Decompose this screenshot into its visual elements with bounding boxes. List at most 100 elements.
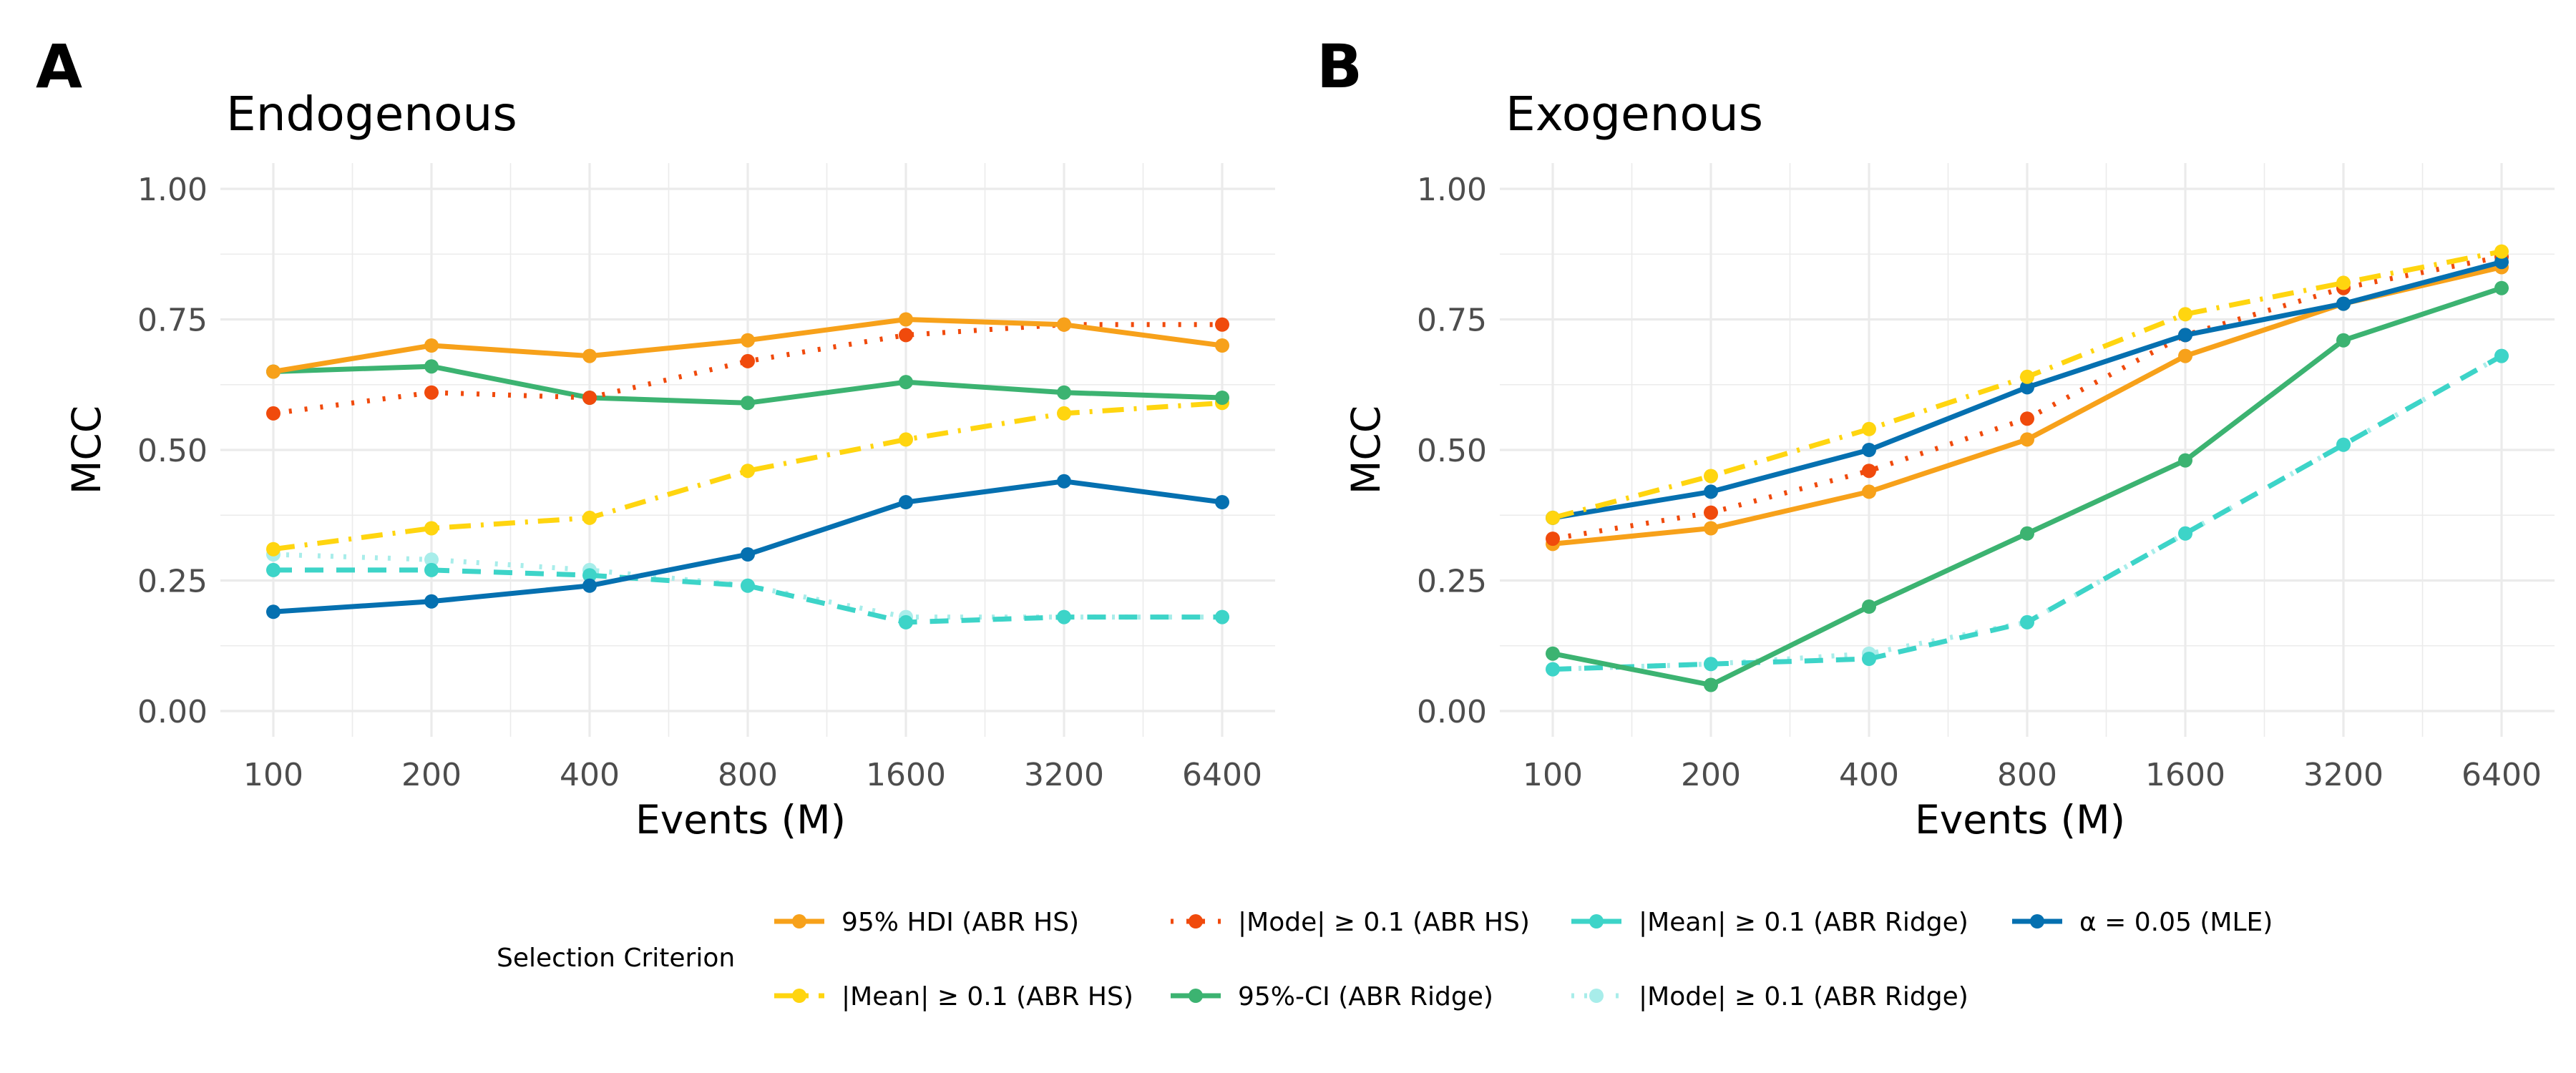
- panel-a: 100 200 400 800 1600 3200 6400 0.00 0.25 0.50 0.75…: [36, 31, 1275, 843]
- x-tick-label-800: 800: [718, 757, 778, 793]
- y-tick-label-0-50: 0.50: [1417, 433, 1487, 469]
- y-tick-label-0-50: 0.50: [137, 433, 208, 469]
- data-point: [2336, 437, 2351, 452]
- x-tick-label-400: 400: [560, 757, 620, 793]
- data-point: [1862, 464, 1876, 479]
- data-point: [424, 359, 439, 374]
- legend-label: α = 0.05 (MLE): [2079, 908, 2273, 937]
- data-point: [741, 333, 755, 348]
- data-point: [1057, 406, 1071, 421]
- panel-tag: A: [36, 31, 82, 102]
- data-point: [2336, 333, 2351, 348]
- legend-label: |Mean| ≥ 0.1 (ABR Ridge): [1639, 908, 1968, 937]
- data-point: [424, 594, 439, 609]
- legend-title: Selection Criterion: [497, 944, 735, 973]
- x-tick-label-800: 800: [1997, 757, 2057, 793]
- data-point: [2178, 526, 2192, 541]
- data-point: [1057, 474, 1071, 489]
- data-point: [1546, 646, 1560, 661]
- series-mle: [1546, 255, 2509, 525]
- data-point: [582, 568, 597, 583]
- data-point: [1215, 338, 1229, 353]
- data-point: [2020, 432, 2034, 447]
- legend-label: |Mode| ≥ 0.1 (ABR Ridge): [1639, 982, 1968, 1011]
- y-axis-title: MCC: [64, 406, 109, 494]
- data-point: [424, 521, 439, 536]
- legend-item-mode-ridge: |Mode| ≥ 0.1 (ABR Ridge): [1571, 982, 1968, 1011]
- data-point: [266, 364, 280, 379]
- data-point: [1704, 657, 1718, 672]
- x-tick-label-3200: 3200: [1024, 757, 1104, 793]
- data-point: [2020, 526, 2034, 541]
- legend-key-point: [1189, 989, 1203, 1003]
- y-tick-label-0-25: 0.25: [137, 564, 208, 600]
- data-point: [2020, 380, 2034, 395]
- data-point: [2020, 411, 2034, 426]
- data-point: [2494, 280, 2509, 295]
- data-point: [424, 338, 439, 353]
- legend-item-mean-hs: |Mean| ≥ 0.1 (ABR HS): [774, 982, 1133, 1011]
- data-point: [1057, 385, 1071, 400]
- legend-key-point: [2030, 914, 2044, 929]
- data-point: [2178, 348, 2192, 363]
- data-point: [266, 406, 280, 421]
- y-tick-label-0-00: 0.00: [137, 694, 208, 730]
- data-point: [424, 552, 439, 567]
- x-tick-label-6400: 6400: [1182, 757, 1262, 793]
- data-point: [899, 614, 913, 629]
- data-point: [2020, 614, 2034, 629]
- data-point: [1704, 521, 1718, 536]
- x-tick-label-400: 400: [1839, 757, 1899, 793]
- series-mean-hs: [1546, 244, 2509, 525]
- data-point: [424, 385, 439, 400]
- data-point: [899, 432, 913, 447]
- legend-label: 95% HDI (ABR HS): [841, 908, 1079, 937]
- data-point: [2178, 453, 2192, 468]
- data-point: [1862, 652, 1876, 666]
- data-point: [899, 495, 913, 509]
- data-point: [266, 542, 280, 557]
- data-point: [2178, 328, 2192, 343]
- data-point: [582, 391, 597, 405]
- legend-key-point: [792, 989, 806, 1003]
- data-point: [1704, 484, 1718, 499]
- panel-tag: B: [1317, 31, 1362, 102]
- y-tick-label-1-00: 1.00: [137, 172, 208, 208]
- legend: Selection Criterion 95% HDI (ABR HS) |Mode…: [497, 908, 2273, 1011]
- data-point: [1215, 609, 1229, 624]
- legend-item-mle: α = 0.05 (MLE): [2012, 908, 2273, 937]
- data-point: [1862, 421, 1876, 436]
- data-point: [741, 547, 755, 562]
- legend-label: |Mean| ≥ 0.1 (ABR HS): [841, 982, 1133, 1011]
- data-point: [1704, 469, 1718, 484]
- panel-title: Exogenous: [1506, 87, 1763, 142]
- data-point: [582, 510, 597, 525]
- y-tick-label-0-75: 0.75: [1417, 303, 1487, 339]
- panel-title: Endogenous: [226, 87, 517, 142]
- data-point: [1862, 443, 1876, 457]
- data-point: [1862, 484, 1876, 499]
- data-point: [2178, 307, 2192, 322]
- data-point: [741, 578, 755, 593]
- data-point: [1057, 609, 1071, 624]
- series-mean-ridge: [266, 562, 1229, 629]
- y-tick-label-1-00: 1.00: [1417, 172, 1487, 208]
- x-axis-title: Events (M): [635, 797, 846, 843]
- legend-item-mean-ridge: |Mean| ≥ 0.1 (ABR Ridge): [1571, 908, 1968, 937]
- data-point: [266, 562, 280, 577]
- x-axis-title: Events (M): [1915, 797, 2125, 843]
- panel-b: 100 200 400 800 1600 3200 6400 0.00 0.25 0.50 0.75…: [1317, 31, 2555, 843]
- data-point: [741, 353, 755, 368]
- legend-key-point: [1589, 989, 1604, 1003]
- x-tick-label-200: 200: [401, 757, 462, 793]
- data-point: [1546, 662, 1560, 677]
- x-tick-label-1600: 1600: [2145, 757, 2225, 793]
- data-point: [2336, 275, 2351, 290]
- y-tick-label-0-25: 0.25: [1417, 564, 1487, 600]
- y-tick-label-0-75: 0.75: [137, 303, 208, 339]
- x-tick-label-6400: 6400: [2462, 757, 2542, 793]
- x-tick-label-200: 200: [1681, 757, 1741, 793]
- data-point: [2494, 255, 2509, 270]
